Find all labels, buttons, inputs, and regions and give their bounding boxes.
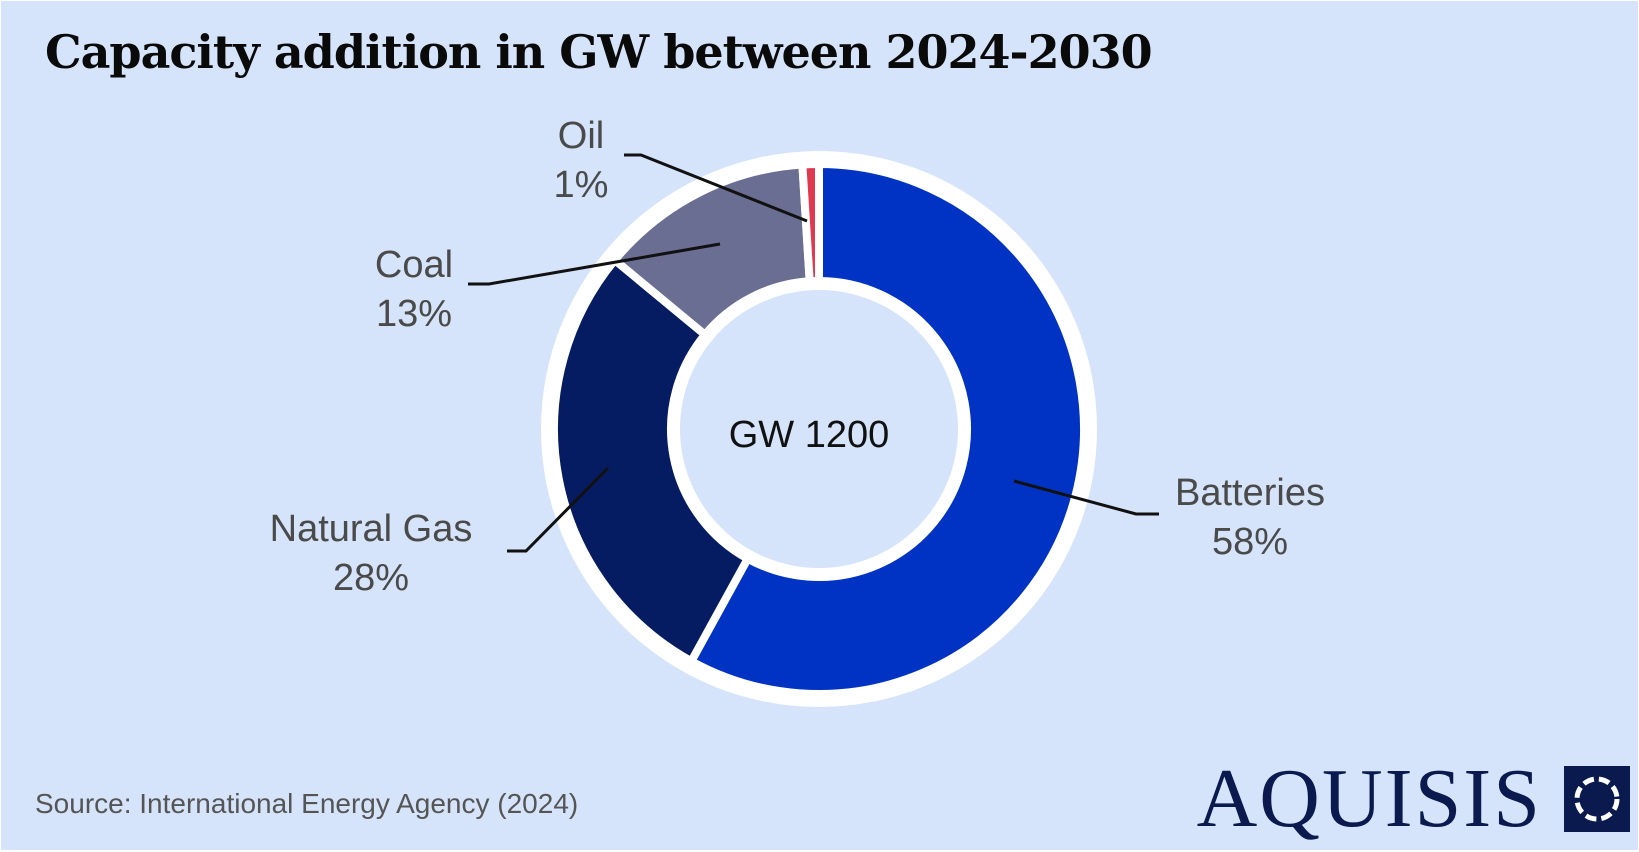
leader-line-coal <box>468 242 721 286</box>
leader-line-oil <box>624 153 808 223</box>
slice-pct-natural-gas: 28% <box>333 557 409 599</box>
chart-title: Capacity addition in GW between 2024-203… <box>45 25 1153 79</box>
dotted-circle-square-icon <box>1564 766 1630 832</box>
leader-line-batteries <box>1013 479 1159 516</box>
donut-slice-batteries <box>685 159 1088 698</box>
slice-pct-oil: 1% <box>554 164 609 206</box>
slice-label-batteries: Batteries <box>1175 472 1325 514</box>
slice-pct-coal: 13% <box>376 293 452 335</box>
slice-label-coal: Coal <box>375 244 453 286</box>
brand-logo: AQUISIS <box>1197 757 1630 841</box>
donut-slices <box>550 159 1088 698</box>
donut-slice-oil <box>798 159 823 286</box>
brand-wordmark: AQUISIS <box>1196 752 1542 845</box>
slice-pct-batteries: 58% <box>1212 521 1288 563</box>
slice-label-oil: Oil <box>558 115 604 157</box>
slice-label-natural-gas: Natural Gas <box>270 508 473 550</box>
center-total-label: GW 1200 <box>729 414 890 456</box>
donut-center <box>680 290 958 568</box>
leader-line-natural-gas <box>507 466 610 553</box>
source-note: Source: International Energy Agency (202… <box>35 788 579 819</box>
